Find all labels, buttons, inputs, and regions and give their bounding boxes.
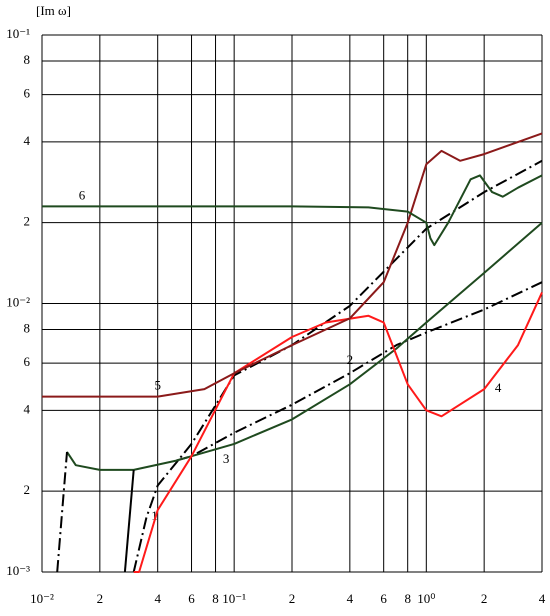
- curve: [56, 451, 68, 573]
- y-axis-label: [Im ω]: [36, 3, 71, 18]
- x-tick-label: 6: [380, 591, 387, 606]
- y-tick-label: 10⁻²: [6, 294, 30, 309]
- curve-label: 4: [495, 380, 502, 395]
- curve: [42, 132, 543, 398]
- curve-label: 3: [223, 451, 230, 466]
- x-tick-label: 6: [188, 591, 195, 606]
- curve-label: 1: [151, 508, 158, 523]
- y-tick-label: 4: [24, 401, 31, 416]
- curve: [176, 281, 543, 462]
- curve-label: 2: [347, 352, 354, 367]
- curve-label: 6: [79, 187, 86, 202]
- y-tick-label: 2: [24, 214, 31, 229]
- x-tick-label: 4: [539, 591, 546, 606]
- y-tick-label: 10⁻³: [6, 563, 30, 578]
- y-tick-label: 10⁻¹: [6, 26, 30, 41]
- curve: [132, 159, 543, 573]
- x-tick-label: 8: [212, 591, 219, 606]
- x-tick-label: 2: [481, 591, 488, 606]
- y-tick-label: 6: [24, 86, 31, 101]
- curve-label: 5: [154, 378, 161, 393]
- y-tick-label: 8: [24, 321, 31, 336]
- x-tick-label: 10⁰: [417, 591, 435, 606]
- x-tick-label: 4: [154, 591, 161, 606]
- curve: [123, 469, 135, 573]
- x-tick-label: 4: [347, 591, 354, 606]
- y-tick-label: 8: [24, 52, 31, 67]
- curve: [66, 221, 543, 471]
- x-tick-label: 10⁻²: [30, 591, 54, 606]
- curve: [42, 174, 543, 247]
- x-tick-label: 2: [289, 591, 296, 606]
- x-tick-label: 8: [404, 591, 411, 606]
- x-tick-label: 10⁻¹: [222, 591, 246, 606]
- y-tick-label: 6: [24, 354, 31, 369]
- y-tick-label: 4: [24, 133, 31, 148]
- x-tick-label: 2: [97, 591, 104, 606]
- y-tick-label: 2: [24, 482, 31, 497]
- curve: [133, 291, 543, 573]
